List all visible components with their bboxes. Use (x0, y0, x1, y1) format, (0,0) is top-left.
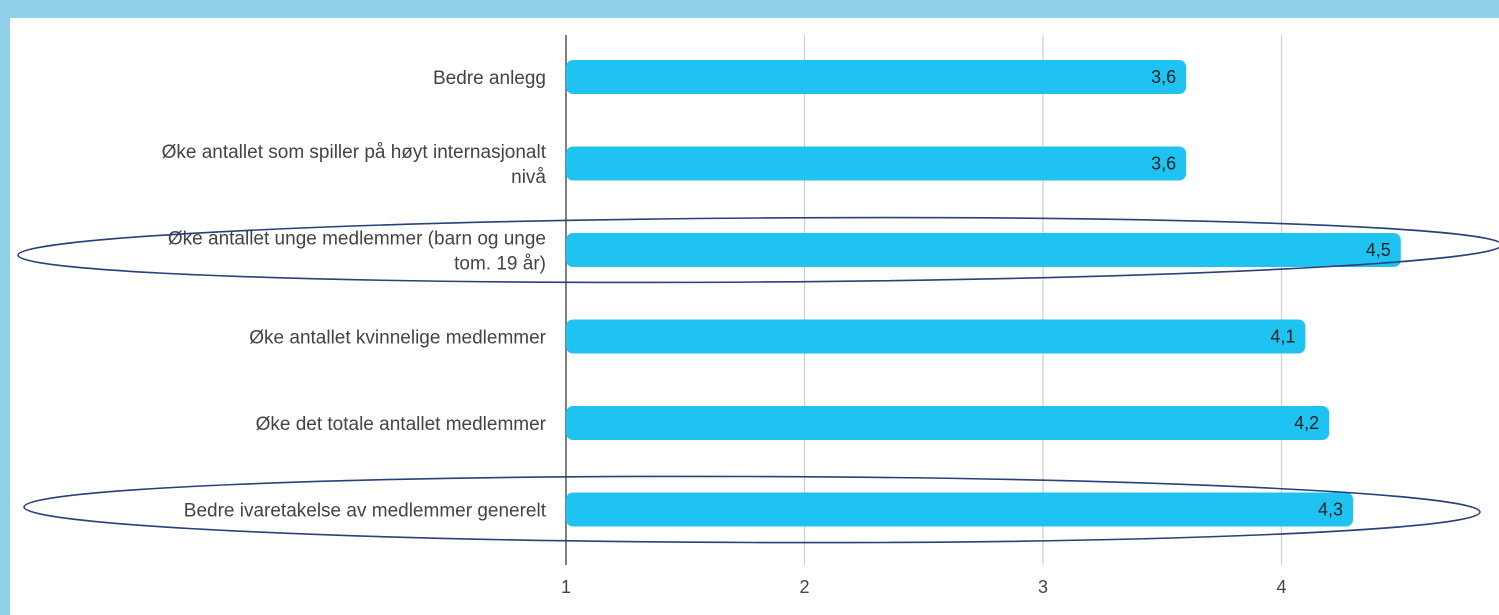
bar-value-label: 4,3 (1318, 500, 1343, 520)
bar (566, 233, 1401, 267)
bar (566, 492, 1354, 527)
bar-value-label: 4,1 (1270, 327, 1295, 347)
x-tick-label: 4 (1276, 577, 1286, 597)
bar-value-label: 3,6 (1151, 154, 1176, 174)
category-label: Øke antallet som spiller på høyt interna… (162, 142, 547, 163)
x-tick-label: 2 (799, 577, 809, 597)
bar (566, 319, 1306, 354)
bar (566, 406, 1330, 440)
highlight-ellipse (17, 216, 1499, 284)
category-label: Øke antallet unge medlemmer (barn og ung… (168, 229, 546, 250)
category-label: Bedre anlegg (433, 68, 546, 89)
highlight-ellipses (17, 216, 1499, 544)
x-axis-ticks: 1 2 3 4 (561, 577, 1287, 597)
category-label: Øke det totale antallet medlemmer (256, 414, 547, 435)
category-label: tom. 19 år) (454, 254, 546, 275)
category-labels: Bedre anlegg Øke antallet som spiller på … (162, 68, 547, 522)
bar-value-label: 4,5 (1366, 240, 1391, 260)
category-label: Øke antallet kvinnelige medlemmer (249, 328, 546, 349)
bar (566, 146, 1187, 181)
x-tick-label: 3 (1038, 577, 1048, 597)
x-tick-label: 1 (561, 577, 571, 597)
bar-value-label: 4,2 (1294, 413, 1319, 433)
bar (566, 60, 1187, 94)
gridlines (565, 35, 1283, 565)
category-label: Bedre ivaretakelse av medlemmer generelt (184, 501, 547, 522)
category-label: nivå (511, 167, 546, 188)
bars: 3,6 3,6 4,5 4,1 4,2 4,3 (566, 60, 1401, 527)
bar-value-label: 3,6 (1151, 67, 1176, 87)
highlight-ellipse (23, 475, 1481, 544)
